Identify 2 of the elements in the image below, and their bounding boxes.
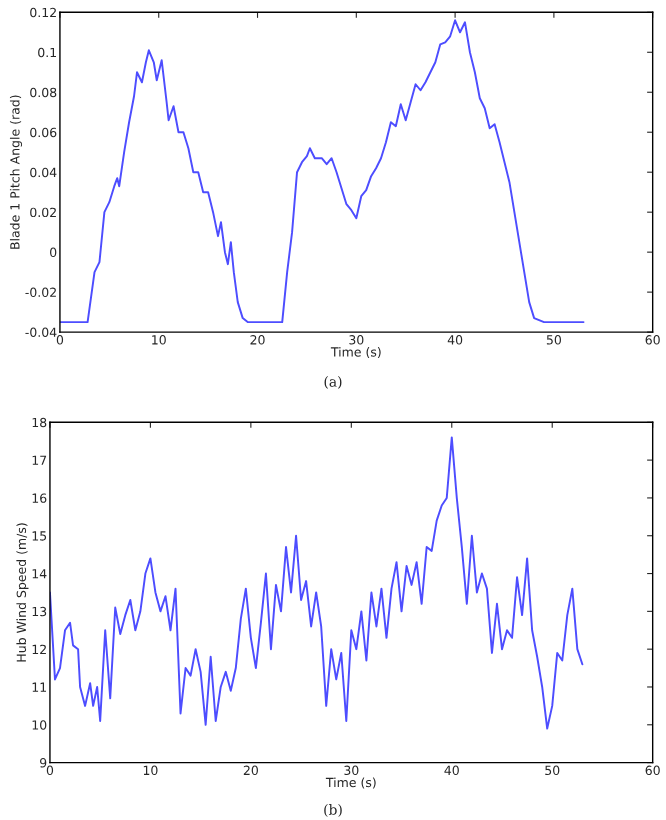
line-series	[59, 19, 585, 324]
line-series	[49, 436, 584, 730]
